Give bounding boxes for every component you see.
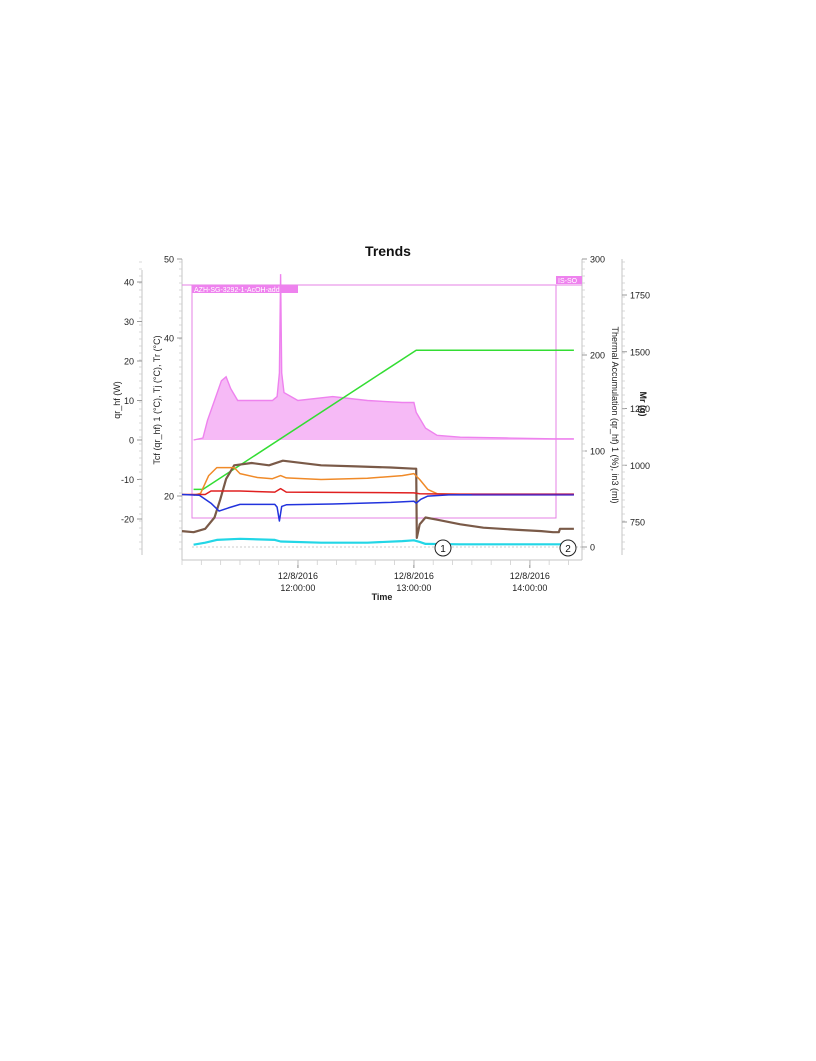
event-marker-2-circle [559,539,577,557]
chart-title: Trends [365,243,411,259]
x-tick-time-1: 13:00:00 [396,583,431,593]
series-tj-line [181,493,574,522]
x-tick-date-0: 12/8/2016 [278,571,318,581]
event-marker-1[interactable]: 1 [434,539,452,557]
minor-ticks [139,261,625,565]
thermal-tick-label-3: 0 [590,543,595,553]
thermal-axis-label: Thermal Accumulation (qr_hf) 1 (%), in3 … [610,326,620,503]
annotation-tag-2 [556,276,582,284]
qhf-tick-label-6: -20 [121,515,134,525]
qhf-tick-label-4: 0 [129,436,134,446]
temp-tick-label-2: 20 [164,492,174,502]
thermal-tick-label-0: 300 [590,255,605,265]
annotation-region: AZH-SG-3292-1-AcOH-add IS-SO [182,276,582,519]
x-axis-label: Time [372,592,393,602]
x-tick-time-2: 14:00:00 [512,583,547,593]
series-tr-line [182,487,574,496]
axis-ticks: 403020100-10-205040203002001000175015001… [121,255,650,594]
series-in3-line [193,537,574,546]
qhf-tick-label-5: -10 [121,475,134,485]
temp-tick-label-0: 50 [164,255,174,265]
event-marker-2-label: 2 [565,544,571,555]
series-thermal_accumulation-line [193,349,574,491]
series-mr-line [181,459,574,539]
mr-tick-label-0: 1750 [630,291,650,301]
event-marker-1-circle [434,539,452,557]
event-marker-2[interactable]: 2 [559,539,577,557]
mr-axis-label: Mr (g) [638,392,648,417]
x-tick-date-2: 12/8/2016 [510,571,550,581]
series-tcf-line [193,466,574,497]
qhf-tick-label-0: 40 [124,278,134,288]
plot-frame [141,259,623,561]
qhf-tick-label-2: 20 [124,357,134,367]
annotation-label-2: IS-SO [558,278,578,285]
qhf-tick-label-1: 30 [124,317,134,327]
temp-tick-label-1: 40 [164,334,174,344]
annotation-tag-1 [192,285,298,293]
qhf-axis-label: qr_hf (W) [112,381,122,419]
x-tick-time-0: 12:00:00 [280,583,315,593]
series-qr_hf-area [193,274,574,440]
mr-tick-label-1: 1500 [630,347,650,357]
qhf-tick-label-3: 10 [124,396,134,406]
mr-tick-label-3: 1000 [630,461,650,471]
series-layer [181,274,574,546]
event-marker-1-label: 1 [440,544,446,555]
mr-tick-label-2: 1250 [630,404,650,414]
mr-tick-label-4: 750 [630,518,645,528]
series-qr_hf-line [193,274,574,441]
thermal-tick-label-1: 200 [590,351,605,361]
x-tick-date-1: 12/8/2016 [394,571,434,581]
thermal-tick-label-2: 100 [590,447,605,457]
temp-axis-label: Tcf (qr_hf) 1 (°C), Tj (°C), Tr (°C) [152,335,162,464]
annotation-label-1: AZH-SG-3292-1-AcOH-add [194,287,280,294]
